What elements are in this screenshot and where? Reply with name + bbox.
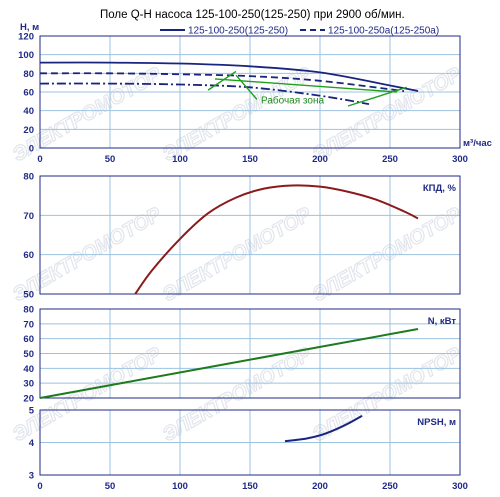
power-series-line-0: [39, 328, 419, 399]
work-zone-diagonal: [214, 78, 398, 93]
work-zone-label: Рабочая зона: [261, 94, 324, 106]
npsh-xtick-150: 150: [242, 481, 258, 492]
qh-xtick-300: 300: [452, 154, 468, 165]
qh-xtick-250: 250: [382, 154, 398, 165]
eff-frame: [39, 175, 461, 295]
power-ytick-30: 30: [23, 379, 34, 390]
qh-xtick-0: 0: [37, 154, 42, 165]
qh-ylabel: H, м: [20, 22, 39, 33]
qh-ytick-60: 60: [23, 88, 34, 99]
npsh-ytick-5: 5: [29, 406, 35, 417]
legend: 125-100-250(125-250) 125-100-250а(125-250…: [160, 26, 439, 37]
npsh-ytick-4: 4: [29, 438, 35, 449]
npsh-ylabel: NPSH, м: [417, 417, 456, 428]
npsh-xtick-300: 300: [452, 481, 468, 492]
qh-ytick-20: 20: [23, 125, 34, 136]
qh-frame: [39, 35, 461, 149]
npsh-xtick-50: 50: [105, 481, 116, 492]
power-ytick-60: 60: [23, 334, 34, 345]
qh-series-line-0: [39, 61, 419, 92]
qh-ytick-80: 80: [23, 69, 34, 80]
power-ylabel: N, кВт: [428, 316, 457, 327]
eff-ytick-80: 80: [23, 172, 34, 183]
legend-label-1: 125-100-250а(125-250а): [328, 26, 439, 37]
qh-ytick-40: 40: [23, 106, 34, 117]
work-zone-left-bound: [207, 70, 237, 91]
qh-xtick-50: 50: [105, 154, 116, 165]
qh-series-line-1: [39, 72, 405, 92]
power-ytick-40: 40: [23, 364, 34, 375]
work-zone-pointer: [235, 74, 258, 100]
npsh-xtick-200: 200: [312, 481, 328, 492]
chart-title: Поле Q-H насоса 125-100-250(125-250) при…: [100, 9, 405, 21]
eff-ylabel: КПД, %: [423, 183, 457, 194]
panel-power: 20 30 40 50 60 70 80 N, кВт: [23, 305, 461, 405]
eff-ytick-70: 70: [23, 211, 34, 222]
power-ytick-50: 50: [23, 349, 34, 360]
panel-npsh: 3 4 5 NPSH, м: [29, 406, 461, 482]
power-frame: [39, 308, 461, 399]
work-zone-right-bound: [347, 86, 408, 107]
qh-ytick-100: 100: [18, 50, 34, 61]
qh-xtick-150: 150: [242, 154, 258, 165]
panel-eff: 50 60 70 80 КПД, %: [23, 172, 461, 301]
power-ytick-20: 20: [23, 394, 34, 405]
qh-xtick-100: 100: [172, 154, 188, 165]
x-axis-label: м³/час: [463, 138, 492, 149]
npsh-xtick-100: 100: [172, 481, 188, 492]
npsh-xtick-0: 0: [37, 481, 42, 492]
npsh-frame: [39, 409, 461, 476]
eff-ytick-60: 60: [23, 250, 34, 261]
eff-ytick-50: 50: [23, 290, 34, 301]
npsh-xtick-250: 250: [382, 481, 398, 492]
qh-ytick-0: 0: [29, 144, 34, 155]
power-ytick-70: 70: [23, 319, 34, 330]
eff-series-line-0: [134, 184, 419, 295]
qh-series-line-2: [39, 82, 370, 106]
power-ytick-80: 80: [23, 305, 34, 316]
qh-xtick-200: 200: [312, 154, 328, 165]
legend-label-0: 125-100-250(125-250): [188, 26, 288, 37]
qh-ytick-120: 120: [18, 32, 34, 43]
npsh-series-line-0: [284, 414, 363, 443]
npsh-ytick-3: 3: [29, 471, 34, 482]
